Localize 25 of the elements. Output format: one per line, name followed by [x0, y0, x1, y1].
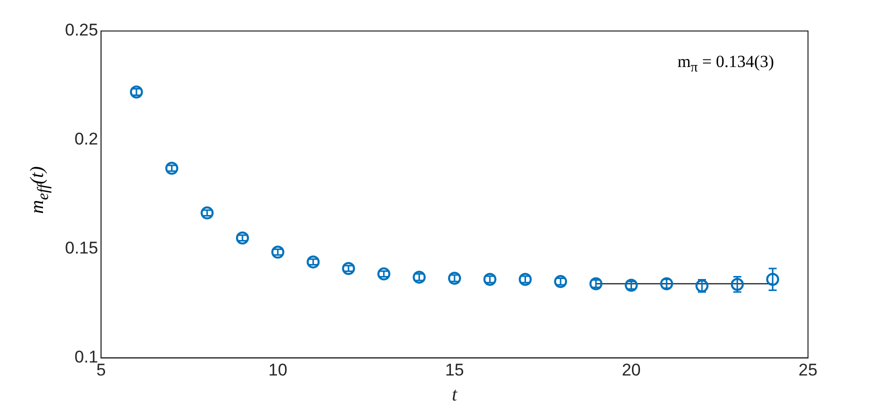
- point: [554, 275, 568, 288]
- point: [412, 270, 426, 284]
- point: [236, 231, 249, 244]
- x-tick-label: 10: [268, 360, 288, 380]
- x-tick-label: 25: [798, 360, 818, 380]
- point: [342, 262, 356, 275]
- x-axis-title: t: [452, 384, 458, 406]
- y-tick-label: 0.25: [64, 20, 98, 40]
- x-tick-label: 15: [445, 360, 464, 380]
- point: [200, 206, 214, 220]
- annotation: m$_{π}$ = 0.134(3): [677, 52, 774, 76]
- point: [448, 272, 462, 285]
- point: [377, 267, 390, 280]
- point: [766, 272, 780, 286]
- y-tick-label: 0.1: [74, 347, 98, 366]
- point: [271, 246, 284, 259]
- point: [483, 272, 496, 286]
- y-tick-label: 0.15: [64, 238, 98, 258]
- point: [165, 162, 178, 175]
- point: [306, 255, 320, 268]
- y-tick-label: 0.2: [74, 130, 98, 149]
- point: [518, 272, 532, 286]
- x-tick-label: 5: [96, 360, 106, 380]
- x-tick-label: 20: [622, 360, 641, 380]
- point: [130, 86, 143, 99]
